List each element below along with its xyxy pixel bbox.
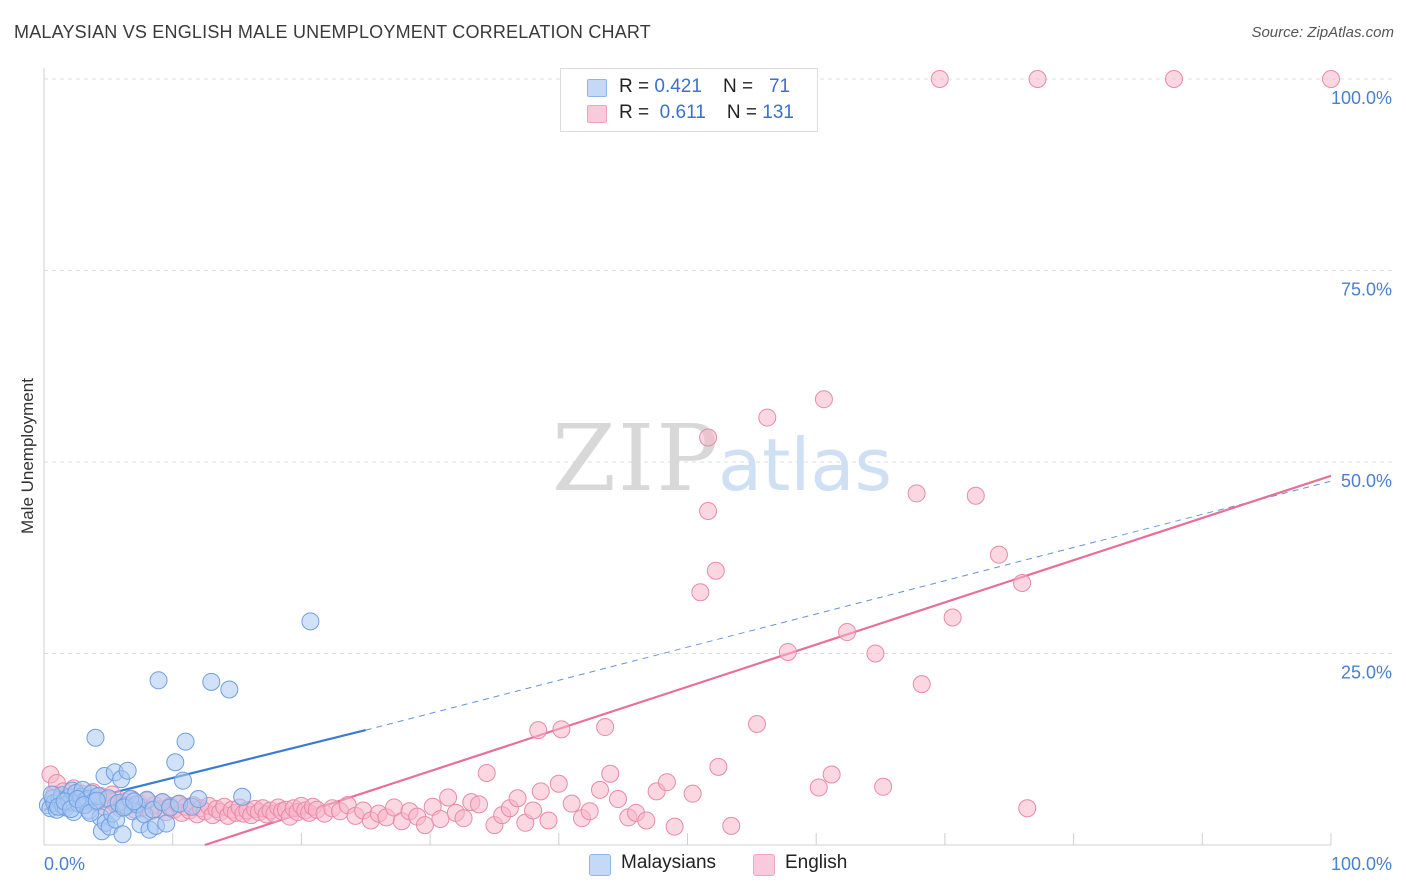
legend: R = 0.421 N = 71 R = 0.611 N = 131 — [560, 68, 818, 132]
point-malaysians — [202, 672, 221, 691]
point-malaysians — [301, 612, 320, 631]
point-english — [470, 795, 489, 814]
point-english — [549, 774, 568, 793]
point-malaysians — [176, 732, 195, 751]
point-english — [539, 811, 558, 830]
point-malaysians — [233, 787, 252, 806]
point-english — [966, 486, 985, 505]
y-tick-label: 100.0% — [1331, 88, 1392, 108]
point-english — [524, 801, 543, 820]
bottom-legend-label-malaysians: Malaysians — [621, 852, 717, 873]
point-english — [1013, 574, 1032, 593]
point-malaysians — [113, 825, 132, 844]
point-english — [601, 764, 620, 783]
legend-r-label: R = — [619, 76, 655, 97]
point-malaysians — [157, 814, 176, 833]
point-english — [580, 802, 599, 821]
point-english — [552, 720, 571, 739]
point-english — [439, 788, 458, 807]
data-points — [38, 70, 1340, 844]
legend-swatch-english — [587, 105, 607, 123]
point-malaysians — [220, 680, 239, 699]
point-english — [709, 757, 728, 776]
point-english — [778, 642, 797, 661]
point-malaysians — [149, 671, 168, 690]
point-malaysians — [189, 790, 208, 809]
point-english — [809, 778, 828, 797]
point-english — [930, 70, 949, 88]
y-axis-title: Male Unemployment — [18, 378, 37, 534]
point-english — [699, 428, 718, 447]
point-english — [699, 502, 718, 521]
point-english — [822, 765, 841, 784]
point-english — [747, 714, 766, 733]
point-english — [683, 784, 702, 803]
point-english — [508, 789, 527, 808]
y-tick-label: 75.0% — [1341, 280, 1392, 300]
point-malaysians — [173, 771, 192, 790]
point-english — [596, 718, 615, 737]
point-english — [907, 484, 926, 503]
x-tick-label: 0.0% — [44, 854, 85, 874]
point-english — [943, 608, 962, 627]
watermark-zip: ZIP — [552, 405, 720, 512]
point-malaysians — [125, 792, 144, 811]
point-english — [637, 811, 656, 830]
axes — [43, 68, 1332, 846]
trend-line-1 — [204, 474, 1332, 847]
legend-n-value: 131 — [762, 102, 794, 123]
point-english — [529, 721, 548, 740]
bottom-legend-label-english: English — [785, 852, 848, 873]
y-tick-label: 25.0% — [1341, 663, 1392, 683]
point-english — [989, 545, 1008, 564]
legend-n-label: N = — [723, 76, 759, 97]
chart-title: MALAYSIAN VS ENGLISH MALE UNEMPLOYMENT C… — [14, 22, 651, 42]
point-english — [415, 816, 434, 835]
y-tick-label: 50.0% — [1341, 471, 1392, 491]
point-english — [477, 763, 496, 782]
point-english — [814, 390, 833, 409]
x-tick-label: 100.0% — [1331, 854, 1392, 874]
legend-r-value: 0.611 — [659, 102, 706, 123]
point-english — [1028, 70, 1047, 88]
point-english — [838, 623, 857, 642]
point-malaysians — [86, 728, 105, 747]
legend-r-label: R = — [619, 102, 655, 123]
watermark-atlas: atlas — [718, 423, 892, 507]
legend-swatch-malaysians — [587, 79, 607, 97]
point-english — [562, 794, 581, 813]
trend-line-dashed-0 — [365, 480, 1332, 731]
legend-n-value: 71 — [768, 76, 791, 97]
tick-labels: 25.0% 50.0% 75.0% 100.0% 0.0% 100.0% — [44, 88, 1392, 874]
point-english — [657, 773, 676, 792]
watermark: ZIP atlas — [552, 405, 892, 512]
point-malaysians — [118, 761, 137, 780]
point-english — [874, 777, 893, 796]
bottom-legend-swatch-english — [753, 854, 775, 876]
point-english — [758, 408, 777, 427]
point-malaysians — [166, 753, 185, 772]
point-english — [706, 561, 725, 580]
point-english — [454, 809, 473, 828]
point-english — [866, 644, 885, 663]
legend-n-label: N = — [726, 102, 763, 123]
point-english — [912, 675, 931, 694]
point-english — [665, 817, 684, 836]
point-english — [531, 782, 550, 801]
point-english — [1322, 70, 1340, 88]
point-malaysians — [87, 791, 106, 810]
bottom-legend-swatch-malaysians — [589, 854, 611, 876]
point-english — [1164, 70, 1183, 88]
point-english — [609, 790, 628, 809]
point-english — [431, 809, 450, 828]
gridlines — [44, 78, 1392, 654]
point-english — [590, 780, 609, 799]
legend-r-value: 0.421 — [654, 76, 702, 97]
point-english — [722, 816, 741, 835]
source-label: Source: ZipAtlas.com — [1251, 24, 1394, 41]
point-english — [1018, 799, 1037, 818]
point-english — [691, 583, 710, 602]
